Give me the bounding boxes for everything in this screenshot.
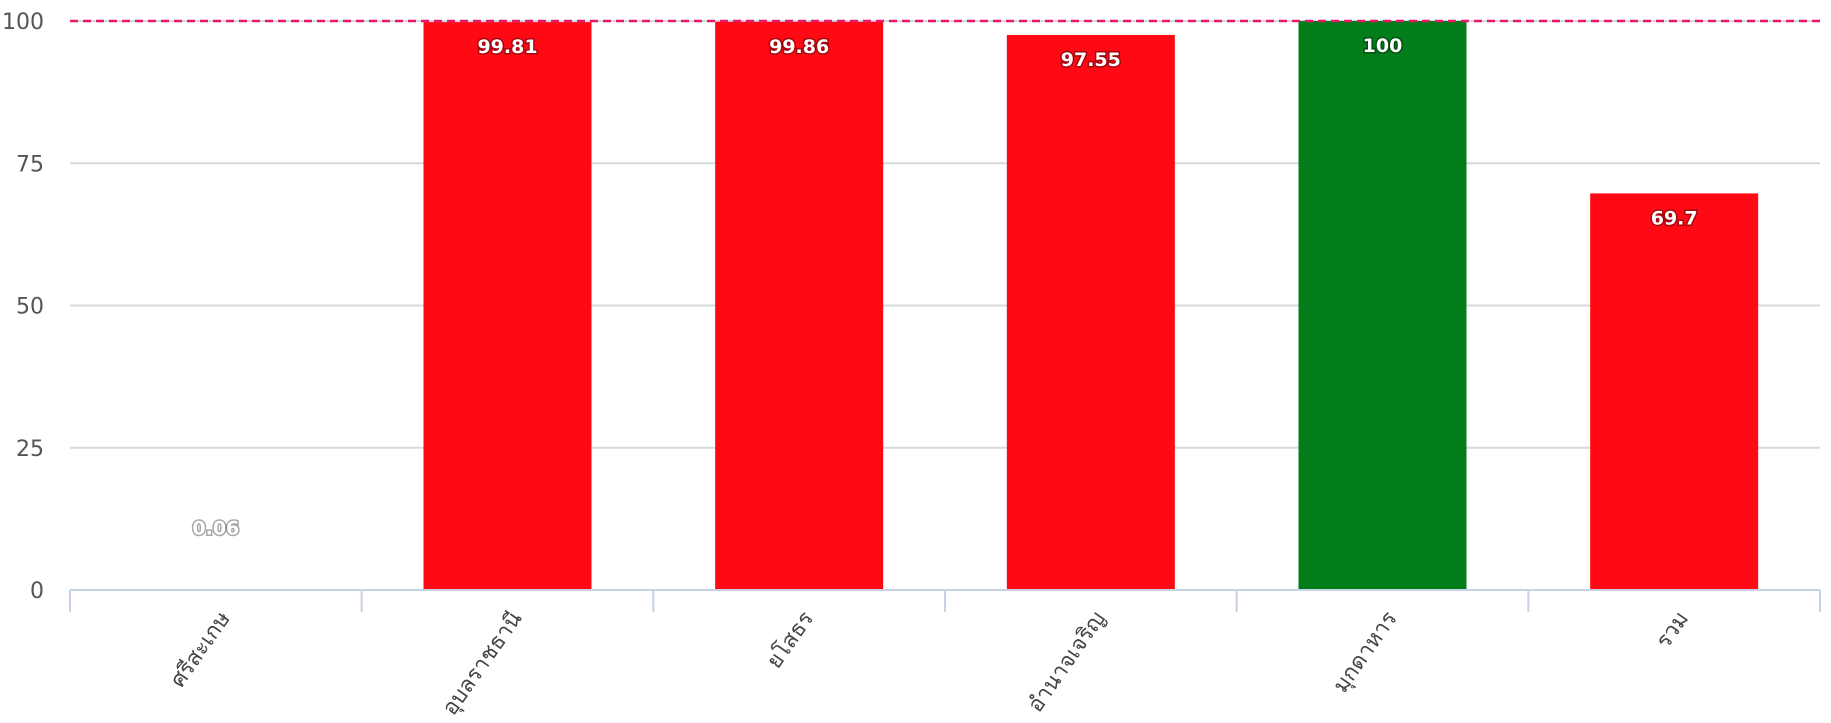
bar[interactable] — [1298, 21, 1467, 590]
y-tick-label: 75 — [16, 152, 44, 177]
bar[interactable] — [423, 22, 592, 590]
y-tick-label: 100 — [2, 10, 44, 35]
x-category-label: รวม — [1651, 607, 1694, 653]
x-category-label: มุกดาหาร — [1329, 607, 1403, 698]
x-category-label: ศรีสะเกษ — [166, 607, 236, 692]
grid-lines — [70, 20, 1820, 449]
y-tick-label: 0 — [30, 579, 44, 604]
y-tick-label: 50 — [16, 295, 44, 320]
data-label: 97.55 — [1061, 49, 1121, 71]
x-category-label: อำนาจเจริญ — [1023, 607, 1110, 717]
x-axis: ศรีสะเกษ อุบลราชธานี ยโสธร อำนาจเจริญ มุกดาห… — [69, 589, 1821, 720]
x-category-label: อุบลราชธานี — [438, 607, 528, 720]
data-label: 69.7 — [1651, 207, 1698, 229]
bar[interactable] — [715, 21, 884, 590]
bars — [131, 21, 1759, 591]
data-label: 100 — [1363, 35, 1403, 57]
data-labels: 0.06 99.81 99.86 97.55 100 69.7 — [191, 34, 1699, 542]
data-label: 0.06 — [192, 518, 239, 540]
data-label: 99.86 — [769, 36, 829, 58]
bar[interactable] — [1590, 193, 1759, 591]
data-label: 99.81 — [477, 36, 537, 58]
y-axis-ticks: 0 25 50 75 100 — [2, 10, 44, 604]
bar[interactable] — [1006, 34, 1175, 591]
x-category-label: ยโสธร — [761, 606, 819, 673]
y-tick-label: 25 — [16, 437, 44, 462]
